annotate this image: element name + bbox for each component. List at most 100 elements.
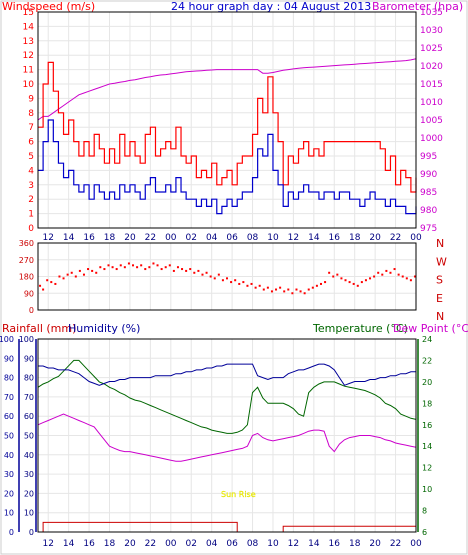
hour-tick-label: 14	[63, 233, 75, 243]
data-layer	[37, 58, 417, 533]
direction-point	[217, 273, 220, 276]
direction-tick-label: 270	[19, 256, 34, 265]
direction-point	[152, 262, 155, 265]
hour-tick-label: 06	[226, 539, 238, 549]
rainfall-tick-label: 100	[0, 335, 14, 344]
direction-point	[123, 266, 126, 269]
temperature-tick-label: 6	[422, 528, 427, 537]
direction-point	[91, 269, 94, 272]
wind-direction-plot-frame	[37, 242, 417, 311]
windspeed-tick-label: 10	[23, 80, 35, 90]
direction-tick-label: 360	[19, 239, 34, 248]
hour-tick-label: 12	[288, 233, 299, 243]
direction-point	[136, 266, 139, 269]
direction-point	[58, 275, 61, 278]
temperature-tick-label: 8	[422, 507, 427, 516]
rainfall-tick-label: 20	[4, 489, 14, 498]
direction-point	[193, 271, 196, 274]
direction-point	[303, 292, 306, 295]
direction-point	[213, 277, 216, 280]
direction-point	[115, 268, 118, 271]
hour-tick-label: 10	[267, 233, 279, 243]
compass-label: S	[436, 274, 443, 287]
rainfall-tick-label: 90	[4, 354, 14, 363]
direction-point	[87, 268, 90, 271]
hour-tick-label: 20	[369, 233, 381, 243]
direction-point	[185, 269, 188, 272]
windspeed-tick-label: 8	[28, 109, 34, 119]
hour-tick-label: 20	[124, 539, 136, 549]
humidity-tick-label: 90	[24, 354, 34, 363]
humidity-tick-label: 10	[24, 509, 34, 518]
direction-point	[275, 288, 278, 291]
rainfall-axis-label: Rainfall (mm)	[2, 322, 76, 335]
direction-point	[307, 288, 310, 291]
direction-point	[413, 275, 416, 278]
humidity-axis-label: Humidity (%)	[68, 322, 140, 335]
wind-speed-line	[38, 119, 417, 215]
direction-point	[364, 279, 367, 282]
direction-point	[340, 277, 343, 280]
direction-point	[328, 271, 331, 274]
direction-point	[373, 275, 376, 278]
barometer-tick-label: 1005	[420, 116, 443, 126]
hour-tick-label: 08	[247, 539, 259, 549]
hour-tick-label: 20	[369, 539, 381, 549]
windspeed-tick-label: 6	[28, 138, 34, 148]
barometer-tick-label: 975	[420, 224, 437, 234]
windspeed-tick-label: 1	[28, 210, 34, 220]
direction-point	[39, 284, 42, 287]
humidity-line	[38, 363, 416, 386]
direction-point	[332, 275, 335, 278]
direction-point	[389, 271, 392, 274]
humidity-tick-label: 100	[19, 335, 34, 344]
direction-point	[250, 282, 253, 285]
direction-point	[405, 277, 408, 280]
windspeed-tick-label: 9	[28, 94, 34, 104]
rainfall-tick-label: 10	[4, 509, 14, 518]
direction-point	[258, 284, 261, 287]
direction-point	[99, 266, 102, 269]
direction-tick-label: 180	[19, 273, 34, 282]
direction-point	[287, 288, 290, 291]
direction-point	[144, 268, 147, 271]
rainfall-tick-label: 40	[4, 451, 14, 460]
dew-point-line	[37, 413, 417, 462]
temperature-axis-label: Temperature (°C)	[312, 322, 408, 335]
windspeed-tick-label: 15	[23, 8, 34, 18]
hour-tick-label: 14	[308, 539, 320, 549]
rain-humidity-temp-plot-frame	[37, 338, 417, 533]
direction-point	[42, 288, 45, 291]
hour-tick-label: 14	[308, 233, 320, 243]
direction-point	[172, 269, 175, 272]
direction-point	[336, 273, 339, 276]
direction-point	[283, 290, 286, 293]
barometer-tick-label: 1015	[420, 80, 443, 90]
direction-point	[160, 268, 163, 271]
dew-point-axis-label: Dew Point (°C)	[393, 322, 468, 335]
humidity-tick-label: 20	[24, 489, 34, 498]
hour-tick-label: 02	[186, 233, 197, 243]
barometer-tick-label: 1030	[420, 26, 443, 36]
rainfall-tick-label: 30	[4, 470, 14, 479]
temperature-tick-label: 12	[422, 464, 432, 473]
barometer-tick-label: 1000	[420, 134, 443, 144]
direction-point	[381, 273, 384, 276]
windspeed-tick-label: 0	[28, 224, 34, 234]
hour-tick-label: 20	[124, 233, 136, 243]
hour-tick-label: 12	[42, 539, 53, 549]
direction-point	[311, 286, 314, 289]
barometer-tick-label: 1035	[420, 8, 443, 18]
direction-point	[266, 286, 269, 289]
hour-tick-label: 16	[329, 233, 341, 243]
direction-point	[234, 279, 237, 282]
hour-tick-label: 10	[267, 539, 279, 549]
direction-point	[385, 269, 388, 272]
direction-point	[295, 288, 298, 291]
direction-point	[156, 264, 159, 267]
direction-point	[148, 266, 151, 269]
direction-point	[46, 279, 49, 282]
direction-point	[209, 275, 212, 278]
